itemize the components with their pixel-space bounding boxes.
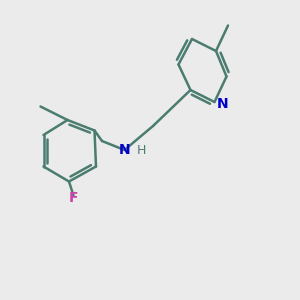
Text: N: N xyxy=(217,97,229,110)
Text: H: H xyxy=(136,143,146,157)
Text: N: N xyxy=(119,143,130,157)
Text: F: F xyxy=(69,191,78,205)
